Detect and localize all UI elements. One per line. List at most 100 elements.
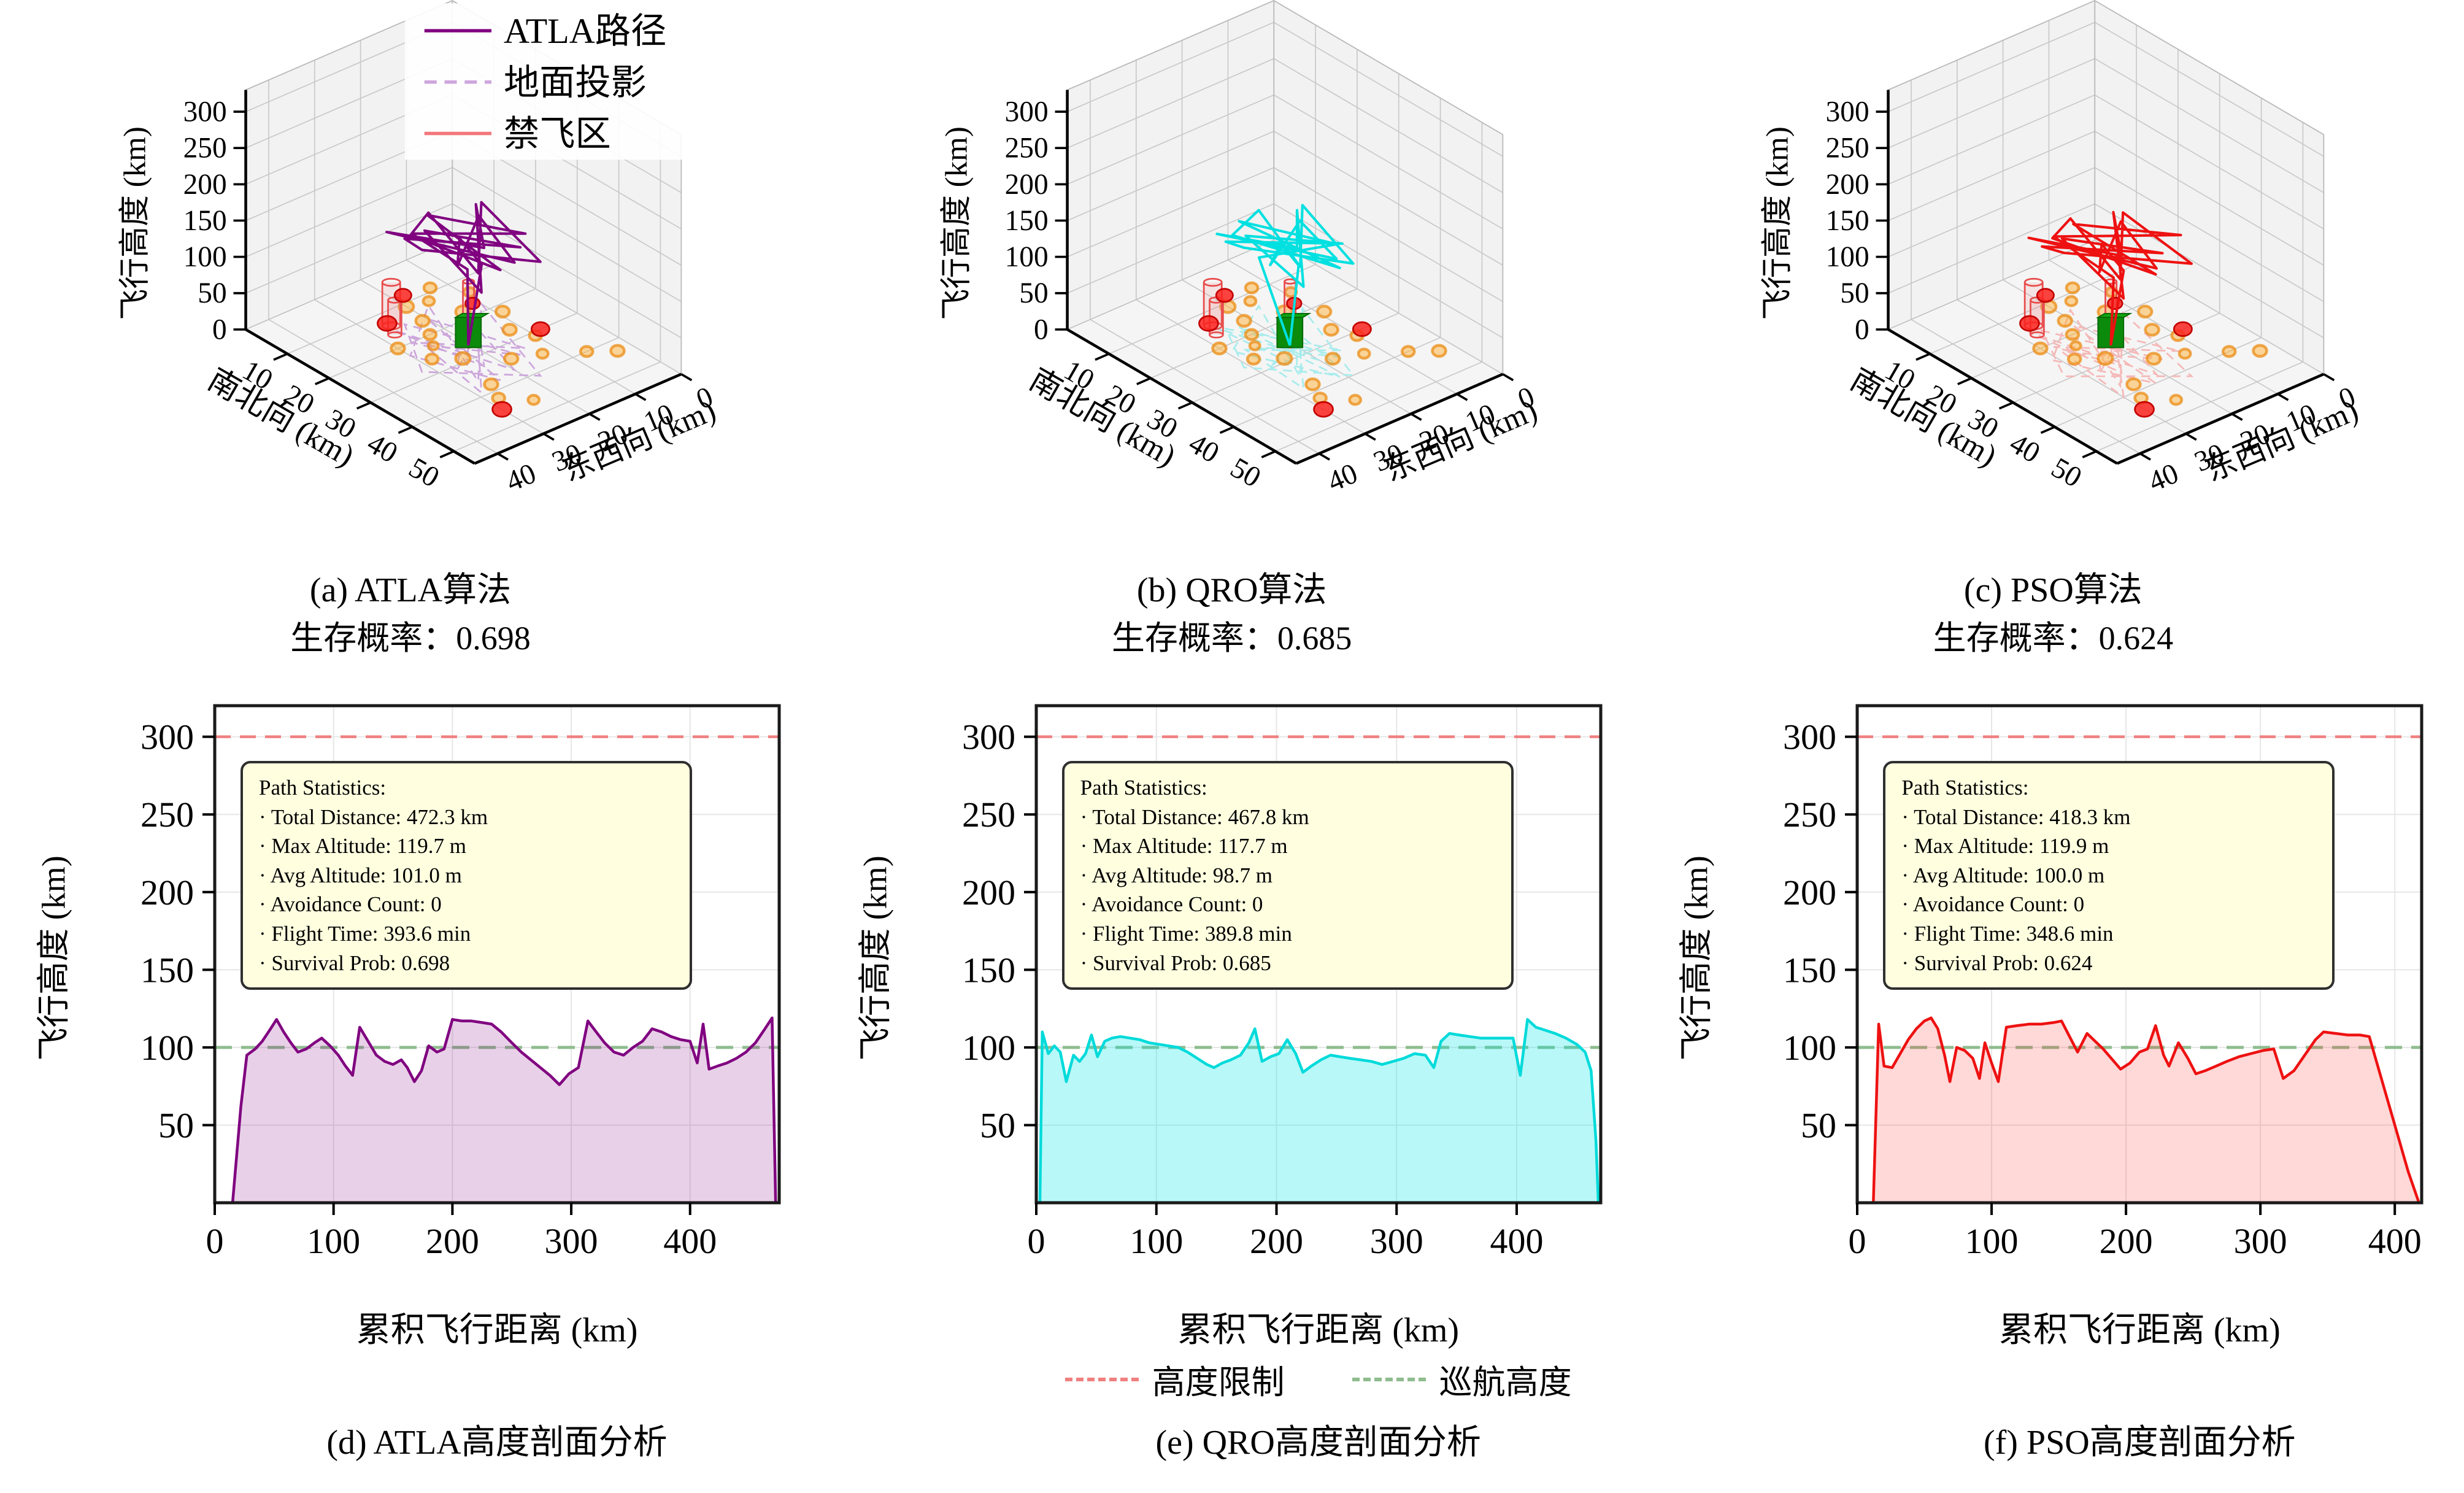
axes-box [1855, 704, 2424, 1205]
panel-f: 飞行高度 (km) 50 100 150 200 250 300 0 100 200 300 400… [1642, 669, 2463, 1493]
svg-text:150: 150 [962, 950, 1015, 990]
svg-text:0: 0 [1034, 314, 1049, 345]
svg-text:200: 200 [1250, 1221, 1303, 1261]
tick-labels: 50 100 150 200 250 300 0 100 200 300 400 [962, 717, 1543, 1261]
svg-text:400: 400 [2368, 1221, 2422, 1261]
svg-text:50: 50 [198, 277, 226, 309]
svg-text:200: 200 [141, 873, 194, 912]
y-axis-label-d: 飞行高度 (km) [35, 855, 72, 1061]
svg-text:40: 40 [1323, 457, 1362, 498]
stats-line: · Avoidance Count: 0 [1901, 892, 2085, 917]
svg-text:0: 0 [206, 1221, 224, 1261]
svg-text:飞行高度 (km): 飞行高度 (km) [118, 126, 153, 320]
svg-text:40: 40 [1183, 427, 1224, 469]
legend-item-cruise: 巡航高度 [1352, 1355, 1572, 1403]
svg-text:150: 150 [1004, 205, 1048, 237]
stats-line: · Avg Altitude: 100.0 m [1901, 863, 2105, 887]
svg-text:40: 40 [362, 427, 403, 469]
svg-text:200: 200 [183, 169, 227, 201]
svg-text:400: 400 [1490, 1221, 1543, 1261]
svg-text:100: 100 [1130, 1221, 1183, 1261]
svg-text:0: 0 [212, 314, 227, 345]
caption-b: (b) QRO算法 [1136, 571, 1327, 609]
svg-text:0: 0 [1855, 314, 1869, 345]
stats-box-atla: Path Statistics: · Total Distance: 472.3… [241, 761, 692, 990]
flight-path-3d [1215, 204, 1355, 346]
caption-c: (c) PSO算法 [1963, 571, 2143, 609]
stats-line: Path Statistics: [1080, 776, 1207, 800]
altitude-profile-qro: 50 100 150 200 250 300 0 100 200 300 400 [962, 704, 1603, 1261]
plot-3d: 0501001502002503001020304050010203040飞行高… [1761, 0, 2363, 498]
svg-text:150: 150 [141, 950, 194, 990]
panel-e: 飞行高度 (km) 50 100 150 200 250 300 0 100 200 300 400… [822, 669, 1642, 1493]
stats-line: · Avg Altitude: 98.7 m [1080, 863, 1273, 887]
grid-3d [1066, 0, 1503, 454]
survival-a: 生存概率：0.698 [290, 620, 531, 657]
plot-3d: 0501001502002503001020304050010203040飞行高… [118, 0, 760, 498]
svg-text:40: 40 [2144, 457, 2184, 498]
ground-projection-path [2028, 308, 2194, 399]
svg-text:100: 100 [183, 241, 227, 273]
altitude-line [1038, 1018, 1600, 1203]
svg-text:300: 300 [962, 717, 1015, 757]
profile-plot: 50 100 150 200 250 300 0 100 200 300 400 [1783, 704, 2424, 1261]
svg-text:100: 100 [1965, 1221, 2019, 1261]
svg-text:ATLA路径: ATLA路径 [504, 11, 666, 51]
axes-spines-3d [1887, 90, 2325, 465]
stats-line: · Survival Prob: 0.698 [259, 951, 450, 975]
svg-text:100: 100 [1004, 241, 1048, 273]
svg-text:0: 0 [1027, 1221, 1045, 1261]
3d-plot-atla: 0501001502002503001020304050010203040飞行高… [118, 0, 760, 498]
axes-box [213, 704, 781, 1205]
svg-text:300: 300 [183, 96, 227, 128]
stats-line: · Total Distance: 418.3 km [1901, 804, 2131, 829]
stats-line: Path Statistics: [259, 776, 387, 800]
panel-a: 0 50 100 150 200 250 300 10 20 30 40 50 0 10 20 30 40 飞行高… [0, 0, 821, 669]
x-axis-label-e: 累积飞行距离 (km) [1177, 1311, 1460, 1349]
tick-labels: 50 100 150 200 250 300 0 100 200 300 400 [141, 717, 717, 1261]
svg-text:50: 50 [1225, 452, 1266, 494]
svg-text:300: 300 [545, 1221, 598, 1261]
altitude-area [1039, 1019, 1598, 1203]
caption-a: (a) ATLA算法 [309, 571, 512, 609]
svg-text:禁飞区: 禁飞区 [504, 114, 611, 154]
profile-legend: 高度限制 巡航高度 [993, 1355, 1644, 1403]
panel-b: 0 50 100 150 200 250 300 10 20 30 40 50 0 10 20 30 40 飞行高… [822, 0, 1642, 669]
stats-line: · Total Distance: 472.3 km [259, 804, 488, 829]
svg-text:250: 250 [962, 795, 1015, 835]
altitude-line [231, 1016, 777, 1203]
axes-box [1034, 704, 1603, 1205]
survival-b: 生存概率：0.685 [1111, 620, 1352, 657]
y-axis-label-f: 飞行高度 (km) [1677, 855, 1715, 1061]
stats-line: · Avoidance Count: 0 [259, 892, 442, 917]
stats-line: · Max Altitude: 117.7 m [1080, 834, 1288, 858]
profile-plot: 50 100 150 200 250 300 0 100 200 300 400 [962, 704, 1603, 1261]
stats-box-pso: Path Statistics: · Total Distance: 418.3… [1883, 761, 2335, 990]
stats-line: · Survival Prob: 0.685 [1080, 951, 1271, 975]
tick-labels: 50 100 150 200 250 300 0 100 200 300 400 [1783, 717, 2422, 1261]
svg-text:100: 100 [1826, 241, 1869, 273]
3d-plot-pso: 0501001502002503001020304050010203040飞行高… [1761, 0, 2363, 498]
svg-text:50: 50 [158, 1105, 194, 1145]
stats-line: Path Statistics: [1901, 776, 2029, 800]
3d-plot-qro: 0501001502002503001020304050010203040飞行高… [939, 0, 1542, 498]
svg-text:50: 50 [404, 452, 445, 494]
stats-line: · Total Distance: 467.8 km [1080, 804, 1309, 829]
svg-text:250: 250 [1004, 133, 1048, 164]
caption-e: (e) QRO高度剖面分析 [1155, 1424, 1481, 1462]
legend-item-limit: 高度限制 [1065, 1355, 1285, 1403]
altitude-area [233, 1017, 776, 1203]
stats-line: · Max Altitude: 119.7 m [259, 834, 466, 858]
cruise-line-sample [1352, 1377, 1426, 1381]
y-axis-label-e: 飞行高度 (km) [857, 855, 894, 1061]
svg-text:40: 40 [501, 457, 541, 498]
svg-text:50: 50 [1841, 277, 1869, 309]
limit-line-label: 高度限制 [1152, 1364, 1285, 1401]
svg-text:0: 0 [1849, 1221, 1866, 1261]
flight-path-3d [2027, 210, 2193, 346]
svg-text:50: 50 [1801, 1105, 1836, 1145]
svg-text:200: 200 [1783, 873, 1836, 912]
svg-text:300: 300 [1004, 96, 1048, 128]
axes-spines-3d [1065, 90, 1503, 465]
svg-text:250: 250 [141, 795, 194, 835]
